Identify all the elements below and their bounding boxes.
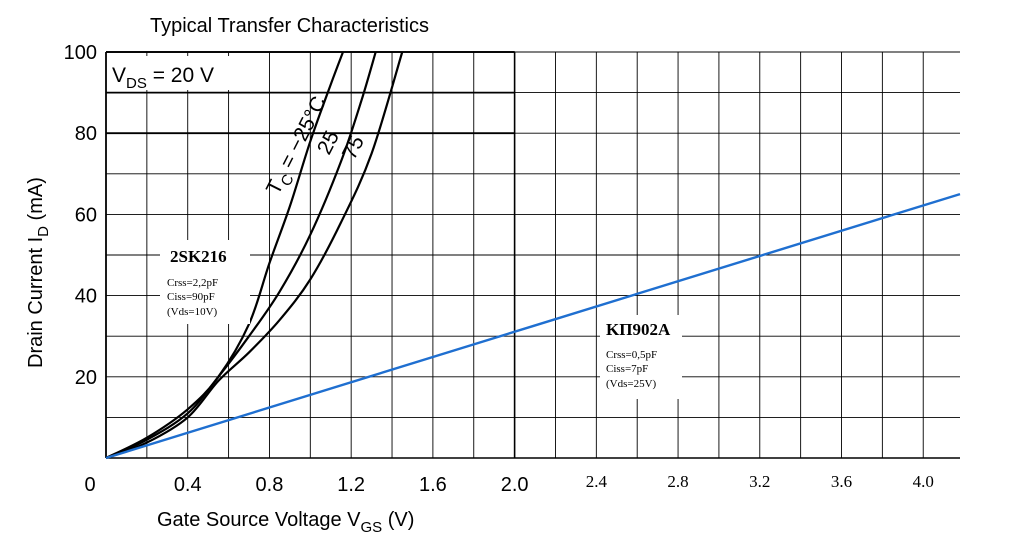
x-tick-label: 2.4 bbox=[586, 472, 608, 491]
condition-sub: DS bbox=[126, 75, 147, 92]
annotation-kp902a-line: Crss=0,5pF bbox=[606, 349, 657, 361]
condition-bg bbox=[108, 56, 250, 90]
condition-label: VDS = 20 V bbox=[112, 64, 214, 92]
y-tick-label: 100 bbox=[64, 42, 97, 64]
y-tick-label: 20 bbox=[75, 367, 97, 389]
chart-title: Typical Transfer Characteristics bbox=[150, 15, 429, 37]
y-axis-label-unit: (mA) bbox=[25, 177, 47, 226]
series-line-3 bbox=[105, 192, 961, 460]
y-tick-label: 80 bbox=[75, 123, 97, 145]
x-axis-label: Gate Source Voltage VGS (V) bbox=[157, 509, 414, 536]
x-tick-label: 3.2 bbox=[749, 472, 770, 491]
x-tick-label: 1.2 bbox=[337, 474, 365, 496]
annotation-kp902a-line: (Vds=25V) bbox=[606, 378, 657, 390]
x-tick-label: 0.4 bbox=[174, 474, 202, 496]
annotation-2sk216-line: Ciss=90pF bbox=[167, 291, 215, 303]
x-tick-label: 2.8 bbox=[667, 472, 688, 491]
x-axis-label-main: Gate Source Voltage V bbox=[157, 509, 361, 531]
x-tick-label: 3.6 bbox=[831, 472, 852, 491]
x-axis-label-unit: (V) bbox=[382, 509, 414, 531]
condition-main: V bbox=[112, 64, 126, 87]
annotation-kp902a-bg bbox=[600, 315, 682, 399]
annotation-2sk216-line: Crss=2,2pF bbox=[167, 277, 218, 289]
tick-labels: 0 0.4 0.8 1.2 1.6 2.0 2.4 2.8 3.2 3.6 4.0 100 80 60 40… bbox=[64, 42, 934, 496]
condition-rest: = 20 V bbox=[147, 64, 214, 87]
x-tick-label: 2.0 bbox=[501, 474, 529, 496]
annotation-kp902a-line: Ciss=7pF bbox=[606, 363, 648, 375]
y-axis-label: Drain Current ID (mA) bbox=[25, 177, 52, 368]
series-line-2 bbox=[105, 51, 404, 460]
series-line-0 bbox=[105, 51, 345, 459]
x-tick-label: 4.0 bbox=[913, 472, 934, 491]
y-axis-label-main: Drain Current I bbox=[25, 237, 47, 368]
annotation-2sk216-title: 2SK216 bbox=[170, 247, 227, 266]
annotation-2sk216-bg bbox=[160, 240, 250, 324]
curves bbox=[105, 51, 961, 460]
y-tick-label: 60 bbox=[75, 204, 97, 226]
x-tick-label: 0 bbox=[84, 474, 95, 496]
x-axis-label-sub: GS bbox=[360, 519, 382, 536]
y-axis-label-sub: D bbox=[35, 226, 52, 237]
series-line-1 bbox=[105, 51, 377, 460]
x-tick-label: 0.8 bbox=[256, 474, 284, 496]
annotation-2sk216-line: (Vds=10V) bbox=[167, 306, 218, 318]
x-tick-label: 1.6 bbox=[419, 474, 447, 496]
y-tick-label: 40 bbox=[75, 286, 97, 308]
annotation-kp902a-title: KП902A bbox=[606, 320, 671, 339]
